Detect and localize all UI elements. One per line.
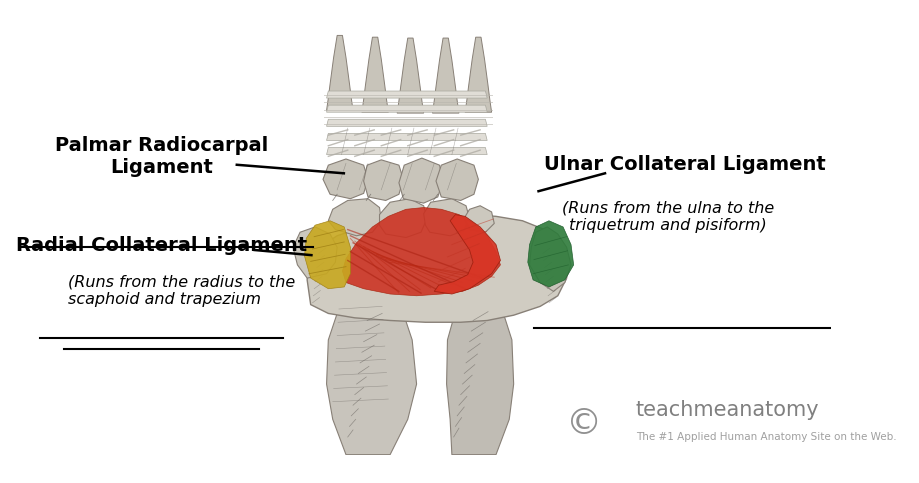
Polygon shape bbox=[399, 158, 443, 203]
Polygon shape bbox=[326, 291, 416, 455]
Text: ©: © bbox=[566, 407, 602, 441]
Polygon shape bbox=[397, 38, 424, 113]
Polygon shape bbox=[465, 37, 492, 112]
Polygon shape bbox=[436, 159, 479, 200]
Polygon shape bbox=[326, 91, 487, 98]
Polygon shape bbox=[307, 214, 567, 322]
Polygon shape bbox=[343, 208, 501, 296]
Polygon shape bbox=[447, 300, 514, 455]
Polygon shape bbox=[326, 133, 487, 141]
Polygon shape bbox=[326, 147, 487, 155]
Polygon shape bbox=[380, 199, 427, 238]
Polygon shape bbox=[326, 119, 487, 127]
Polygon shape bbox=[323, 159, 368, 199]
Polygon shape bbox=[435, 214, 501, 294]
Polygon shape bbox=[529, 227, 571, 291]
Text: teachmeanatomy: teachmeanatomy bbox=[636, 400, 820, 420]
Text: (Runs from the ulna to the
triquetrum and pisiform): (Runs from the ulna to the triquetrum an… bbox=[562, 200, 775, 233]
Polygon shape bbox=[362, 37, 389, 112]
Polygon shape bbox=[424, 199, 470, 236]
Polygon shape bbox=[528, 221, 573, 287]
Polygon shape bbox=[326, 35, 353, 111]
Polygon shape bbox=[326, 105, 487, 112]
Polygon shape bbox=[433, 38, 459, 113]
Polygon shape bbox=[293, 227, 337, 278]
Text: The #1 Applied Human Anatomy Site on the Web.: The #1 Applied Human Anatomy Site on the… bbox=[636, 432, 896, 442]
Text: Ulnar Collateral Ligament: Ulnar Collateral Ligament bbox=[544, 155, 825, 174]
Polygon shape bbox=[364, 160, 403, 200]
Text: (Runs from the radius to the
scaphoid and trapezium: (Runs from the radius to the scaphoid an… bbox=[68, 274, 295, 307]
Polygon shape bbox=[464, 206, 494, 232]
Text: Radial Collateral Ligament: Radial Collateral Ligament bbox=[16, 236, 307, 255]
Polygon shape bbox=[328, 199, 381, 236]
Text: Palmar Radiocarpal
Ligament: Palmar Radiocarpal Ligament bbox=[55, 136, 268, 177]
Polygon shape bbox=[304, 221, 350, 289]
